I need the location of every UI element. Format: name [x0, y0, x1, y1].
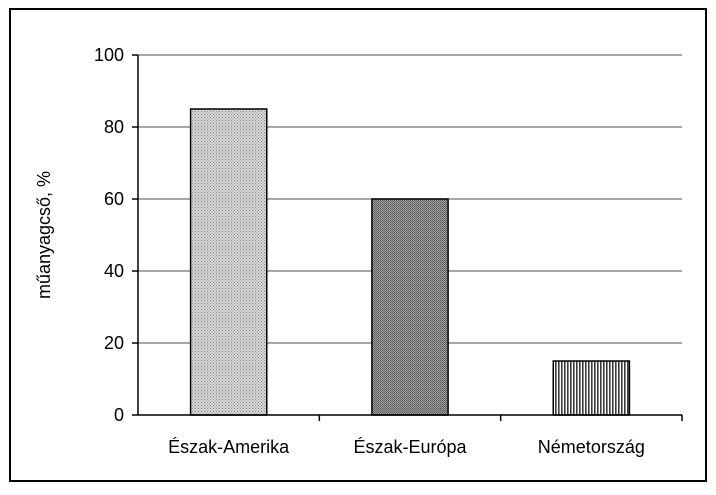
axes: [137, 55, 682, 416]
y-tick-label: 100: [94, 45, 124, 65]
y-tick-label: 60: [104, 189, 124, 209]
x-category-label: Németország: [538, 437, 645, 457]
tick-labels: 0 20 40 60 80 100 Észak-Amerika Észak-Európa Ném…: [94, 45, 683, 457]
bar: [189, 108, 268, 416]
y-tick-label: 80: [104, 117, 124, 137]
y-tick-label: 0: [114, 405, 124, 425]
bar: [552, 360, 631, 416]
x-category-label: Észak-Amerika: [168, 437, 290, 457]
y-tick-label: 40: [104, 261, 124, 281]
y-axis-title: műanyagcső, %: [34, 171, 54, 299]
y-tick-label: 20: [104, 333, 124, 353]
bar: [371, 198, 449, 416]
bars: [189, 108, 631, 416]
x-category-label: Észak-Európa: [353, 437, 467, 457]
